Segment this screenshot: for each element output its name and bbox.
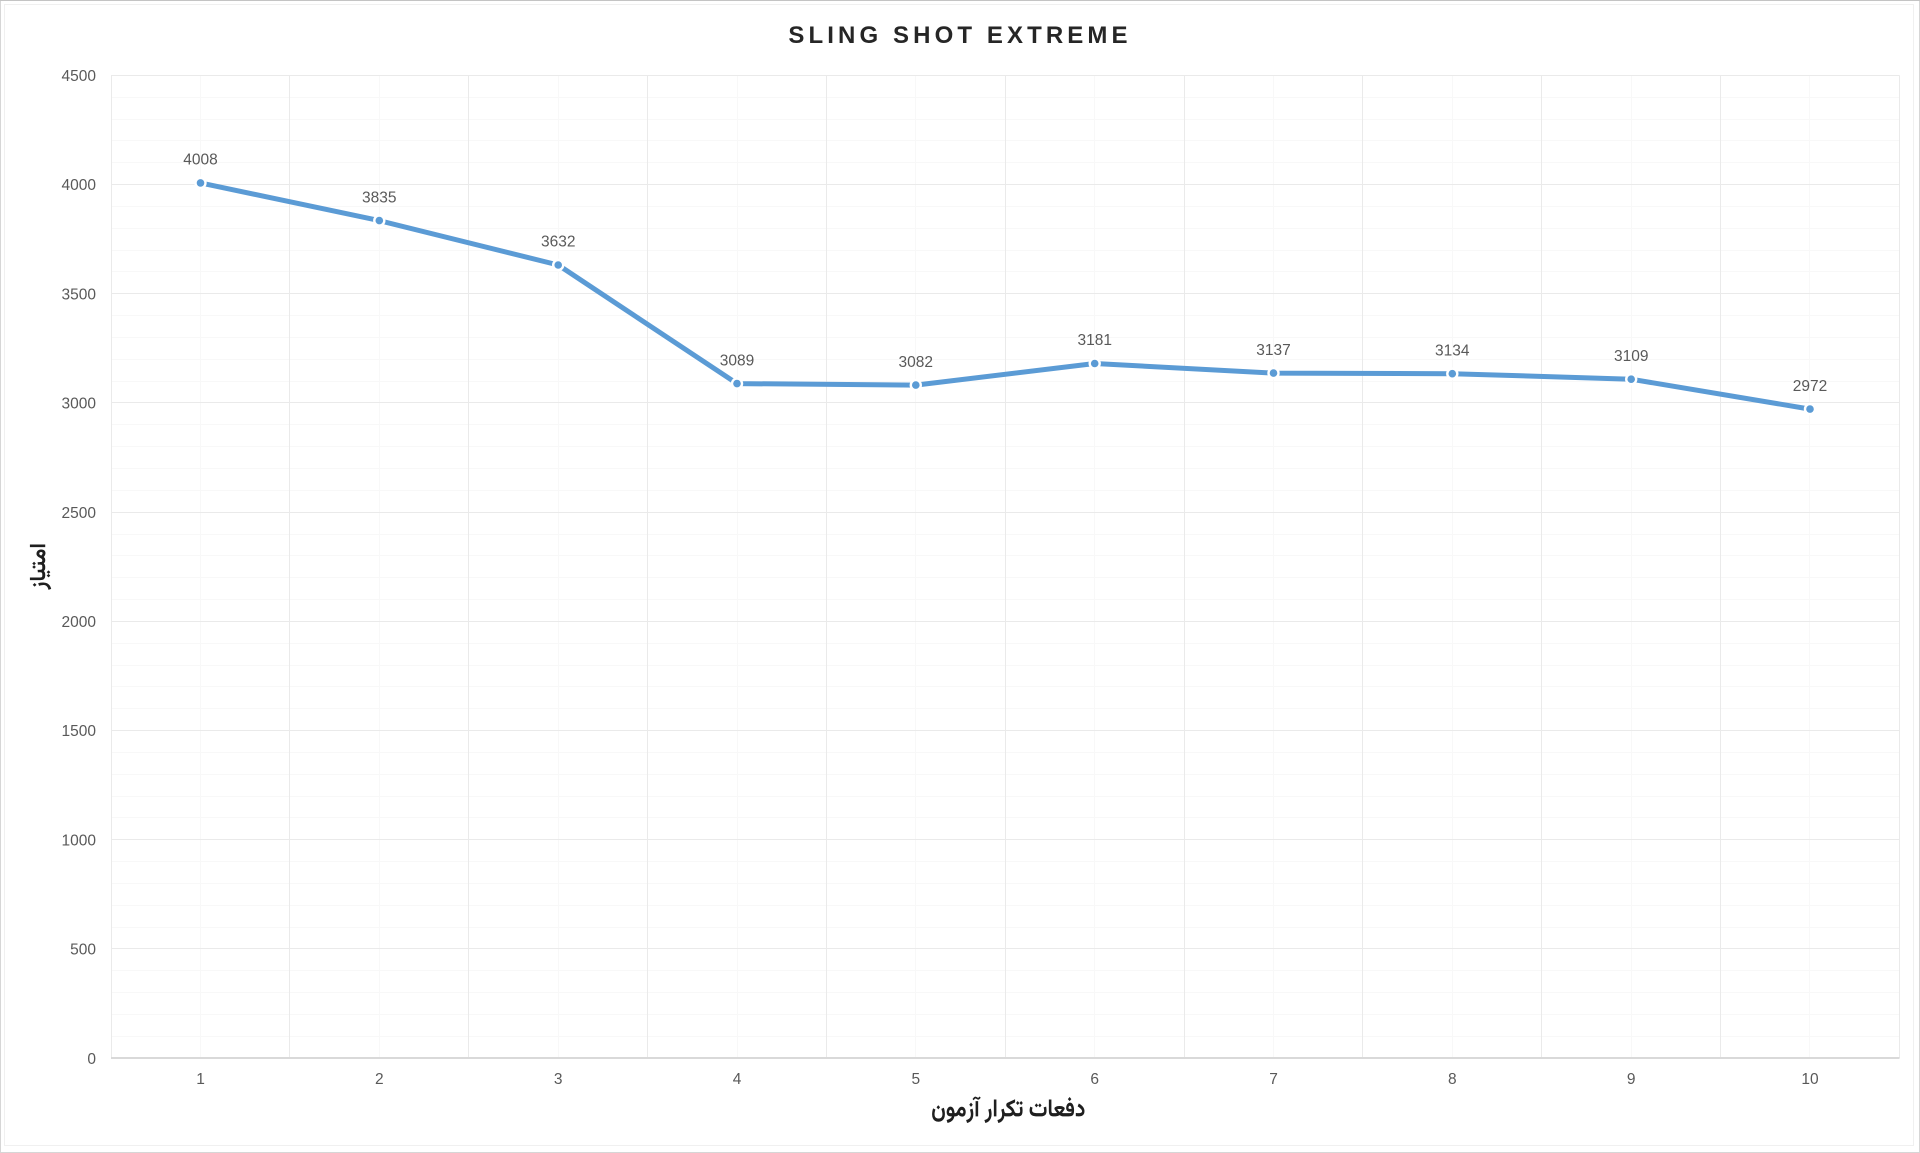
svg-text:4500: 4500 xyxy=(62,68,97,85)
svg-text:10: 10 xyxy=(1801,1071,1819,1088)
svg-text:3089: 3089 xyxy=(720,352,754,369)
svg-text:8: 8 xyxy=(1448,1071,1457,1088)
svg-text:3632: 3632 xyxy=(541,234,575,251)
svg-text:2972: 2972 xyxy=(1793,378,1827,395)
svg-text:5: 5 xyxy=(911,1071,920,1088)
svg-text:4008: 4008 xyxy=(183,152,217,169)
svg-text:0: 0 xyxy=(87,1051,96,1068)
svg-text:3137: 3137 xyxy=(1256,342,1290,359)
svg-text:500: 500 xyxy=(70,942,96,959)
svg-text:1500: 1500 xyxy=(62,723,97,740)
svg-text:3835: 3835 xyxy=(362,189,396,206)
svg-text:2500: 2500 xyxy=(62,505,97,522)
svg-text:3000: 3000 xyxy=(62,396,97,413)
svg-text:3181: 3181 xyxy=(1077,332,1111,349)
svg-text:1: 1 xyxy=(196,1071,205,1088)
svg-text:9: 9 xyxy=(1627,1071,1636,1088)
svg-text:3109: 3109 xyxy=(1614,348,1648,365)
svg-text:2000: 2000 xyxy=(62,614,97,631)
svg-text:6: 6 xyxy=(1090,1071,1099,1088)
svg-text:3: 3 xyxy=(554,1071,563,1088)
svg-text:4000: 4000 xyxy=(62,177,97,194)
svg-text:7: 7 xyxy=(1269,1071,1278,1088)
svg-text:3082: 3082 xyxy=(899,354,933,371)
svg-text:3500: 3500 xyxy=(62,286,97,303)
svg-text:4: 4 xyxy=(733,1071,742,1088)
svg-text:SLING SHOT EXTREME: SLING SHOT EXTREME xyxy=(788,22,1131,49)
svg-text:2: 2 xyxy=(375,1071,384,1088)
svg-text:1000: 1000 xyxy=(62,832,97,849)
svg-text:3134: 3134 xyxy=(1435,342,1470,359)
